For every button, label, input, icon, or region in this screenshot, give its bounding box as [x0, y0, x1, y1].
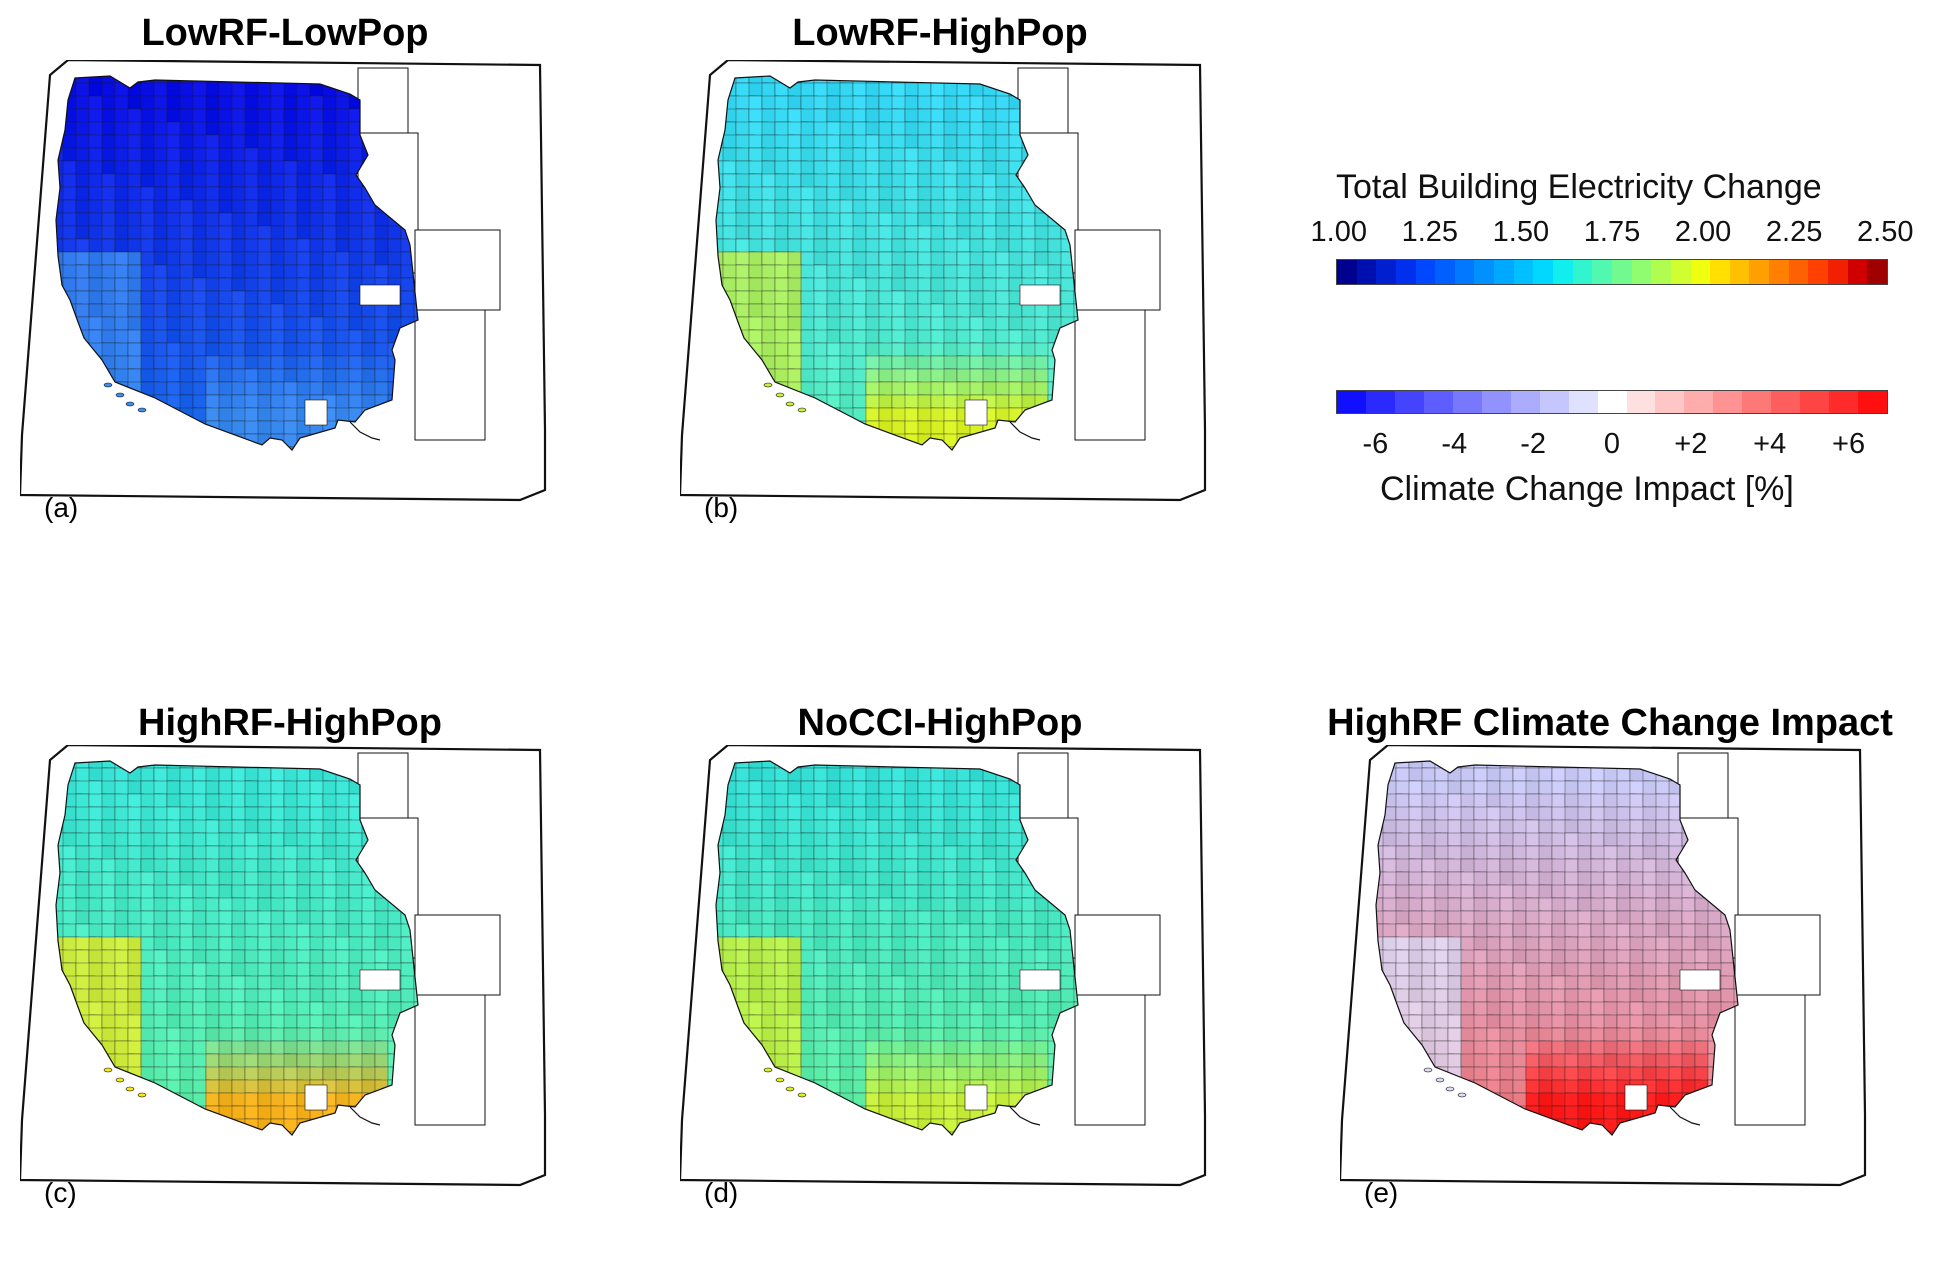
colorbar-tick-label: 0 [1603, 428, 1621, 460]
colorbar-swatch [1533, 260, 1554, 284]
map-panel-c [20, 745, 547, 1187]
channel-islands [763, 382, 807, 413]
colorbar-swatch [1553, 260, 1573, 284]
colorbar-tick-label: +2 [1674, 428, 1708, 460]
electricity-colorbar-title: Total Building Electricity Change [1336, 168, 1822, 206]
colorbar-swatch [1376, 260, 1396, 284]
colorbar-swatch [1655, 391, 1685, 413]
colorbar-swatch [1597, 391, 1627, 413]
colorbar-tick-label: +4 [1753, 428, 1787, 460]
colorbar-tick-label: 1.00 [1310, 216, 1367, 248]
colorbar-swatch [1771, 391, 1801, 413]
colorbar-tick-label: +6 [1832, 428, 1866, 460]
panel-title-b: LowRF-HighPop [792, 12, 1088, 54]
colorbar-swatch [1749, 260, 1770, 284]
panel-title-e: HighRF Climate Change Impact [1327, 702, 1893, 744]
no-data-areas [304, 969, 401, 1111]
colorbar-swatch [1847, 260, 1868, 284]
map-panel-d [680, 745, 1207, 1187]
colorbar-tick-label: 2.25 [1765, 216, 1823, 248]
colorbar-swatch [1365, 391, 1395, 413]
colorbar-tick-label: 1.50 [1492, 216, 1550, 248]
colorbar-tick-label: 2.50 [1857, 216, 1914, 248]
map-panel-b [680, 60, 1207, 502]
colorbar-swatch [1808, 260, 1829, 284]
map-panel-e [1340, 745, 1867, 1187]
panel-label-c: (c) [44, 1177, 77, 1208]
colorbar-swatch [1415, 260, 1436, 284]
impact-colorbar [1336, 390, 1888, 414]
colorbar-swatch [1858, 391, 1888, 413]
colorbar-swatch [1572, 260, 1593, 284]
channel-islands [103, 382, 147, 413]
colorbar-swatch [1337, 391, 1366, 413]
colorbar-swatch [1356, 260, 1377, 284]
colorbar-swatch [1395, 260, 1416, 284]
panel-label-d: (d) [704, 1177, 739, 1208]
panel-label-e: (e) [1364, 1177, 1399, 1208]
colorbar-swatch [1481, 391, 1511, 413]
panel-label-b: (b) [704, 492, 739, 523]
colorbar-swatch [1337, 260, 1357, 284]
colorbar-swatch [1474, 260, 1495, 284]
panel-title-a: LowRF-LowPop [141, 12, 429, 54]
colorbar-swatch [1729, 260, 1750, 284]
channel-islands [1423, 1067, 1467, 1098]
colorbar-swatch [1769, 260, 1789, 284]
colorbar-swatch [1684, 391, 1714, 413]
impact-colorbar-title: Climate Change Impact [%] [1380, 470, 1794, 508]
colorbar-swatch [1539, 391, 1569, 413]
colorbar-swatch [1513, 260, 1534, 284]
channel-islands [763, 1067, 807, 1098]
colorbar-tick-label: 1.25 [1401, 216, 1459, 248]
colorbar-swatch [1631, 260, 1652, 284]
colorbar-swatch [1626, 391, 1656, 413]
colorbar-swatch [1510, 391, 1540, 413]
colorbar-swatch [1568, 391, 1598, 413]
colorbar-swatch [1800, 391, 1830, 413]
colorbar-swatch [1713, 391, 1743, 413]
colorbar-tick-label: -6 [1362, 428, 1389, 460]
no-data-areas [1624, 969, 1721, 1111]
map-panel-a [20, 60, 547, 502]
colorbar-swatch [1867, 260, 1887, 284]
colorbar-swatch [1651, 260, 1671, 284]
colorbar-swatch [1452, 391, 1482, 413]
colorbar-swatch [1690, 260, 1711, 284]
colorbar-swatch [1611, 260, 1632, 284]
colorbar-swatch [1592, 260, 1612, 284]
colorbar-tick-label: -4 [1441, 428, 1468, 460]
colorbar-swatch [1670, 260, 1691, 284]
panel-title-d: NoCCI-HighPop [797, 702, 1083, 744]
no-data-areas [304, 284, 401, 426]
colorbar-swatch [1829, 391, 1859, 413]
colorbar-swatch [1435, 260, 1455, 284]
colorbar-swatch [1828, 260, 1848, 284]
colorbar-swatch [1742, 391, 1772, 413]
no-data-areas [964, 284, 1061, 426]
colorbar-swatch [1454, 260, 1475, 284]
panel-title-c: HighRF-HighPop [138, 702, 442, 744]
no-data-areas [964, 969, 1061, 1111]
electricity-colorbar [1336, 259, 1888, 285]
colorbar-swatch [1788, 260, 1809, 284]
channel-islands [103, 1067, 147, 1098]
colorbar-swatch [1494, 260, 1514, 284]
panel-label-a: (a) [44, 492, 79, 523]
colorbar-tick-label: -2 [1520, 428, 1547, 460]
colorbar-swatch [1423, 391, 1453, 413]
colorbar-tick-label: 2.00 [1674, 216, 1732, 248]
colorbar-swatch [1394, 391, 1424, 413]
colorbar-swatch [1710, 260, 1730, 284]
colorbar-tick-label: 1.75 [1583, 216, 1641, 248]
